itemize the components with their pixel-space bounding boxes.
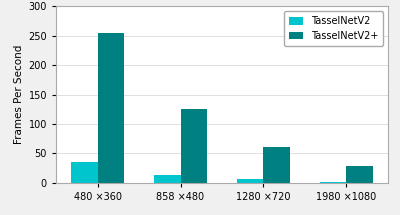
- Bar: [180, 109, 207, 183]
- Bar: [71, 162, 98, 183]
- Legend: TasselNetV2, TasselNetV2+: TasselNetV2, TasselNetV2+: [284, 11, 383, 46]
- Bar: [237, 179, 264, 183]
- Bar: [98, 33, 124, 183]
- Bar: [320, 182, 346, 183]
- Bar: [264, 147, 290, 183]
- Bar: [154, 175, 180, 183]
- Y-axis label: Frames Per Second: Frames Per Second: [14, 45, 24, 144]
- Bar: [346, 166, 373, 183]
